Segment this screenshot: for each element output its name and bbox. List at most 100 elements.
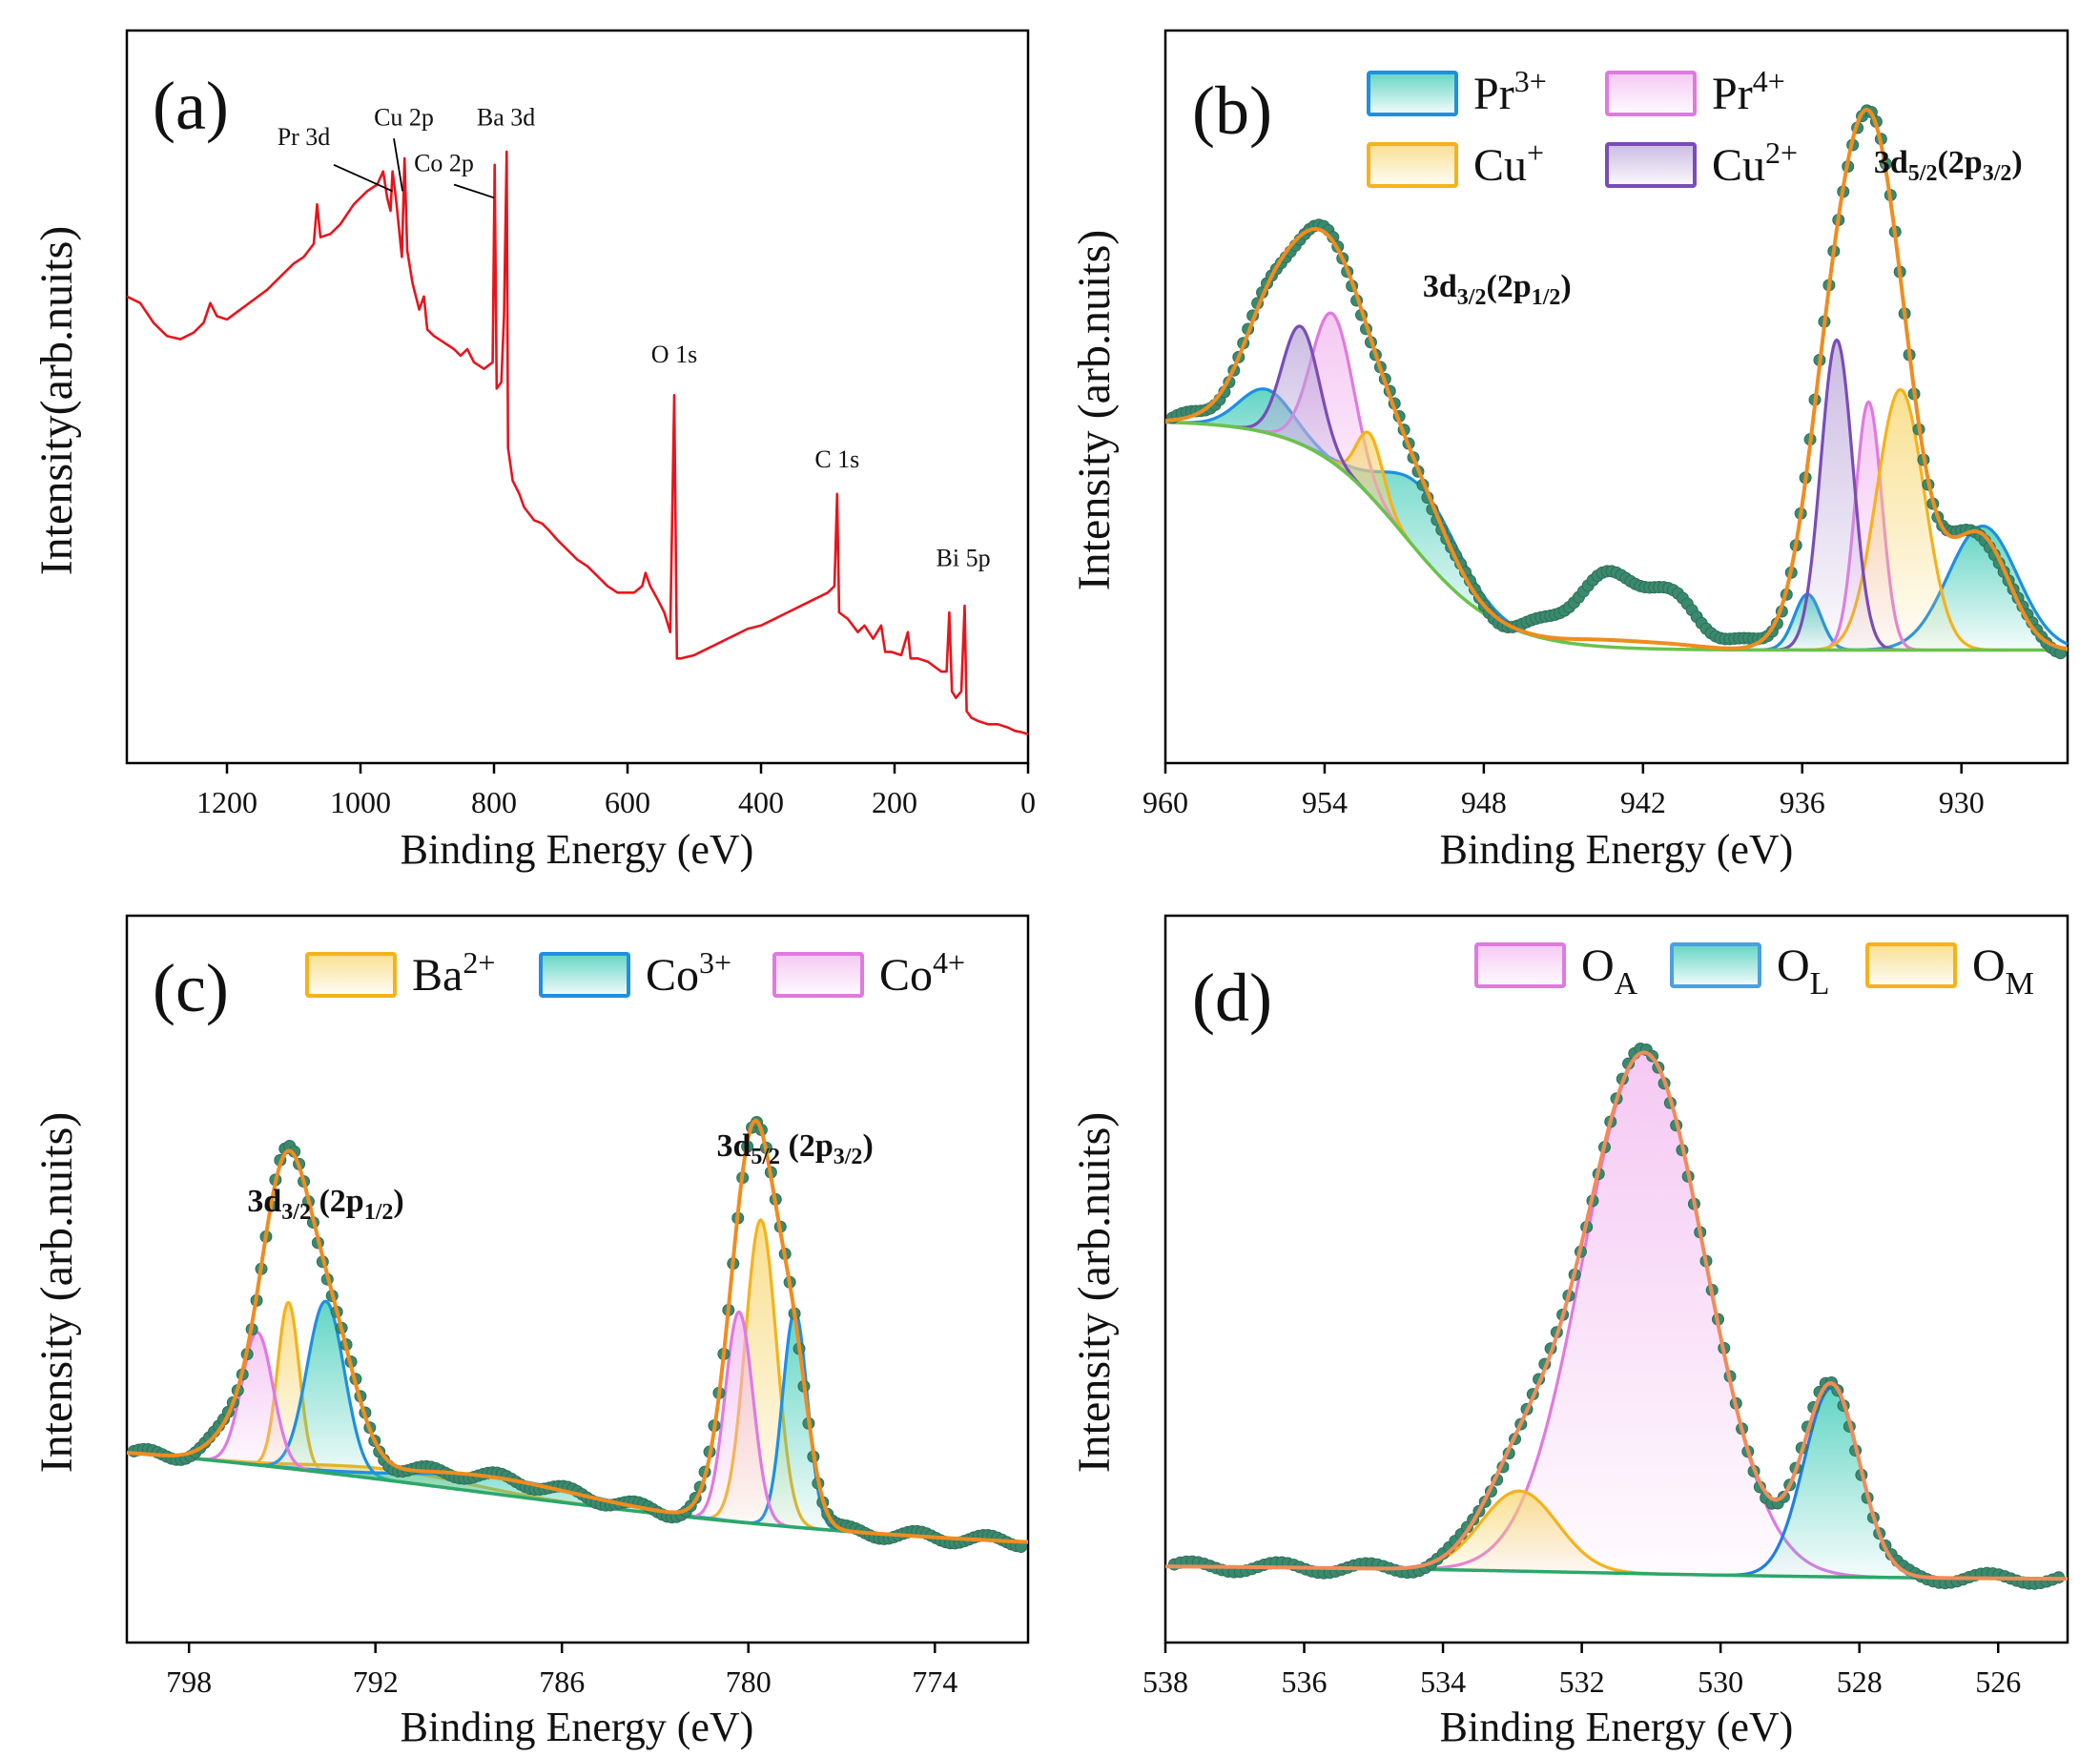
legend-superscript: 4+: [933, 945, 965, 980]
survey-spectrum-line: [126, 150, 1029, 735]
component-pr3+-area: [1255, 430, 1591, 646]
component-co3+-area: [241, 1301, 410, 1483]
legend-entry: Co4+: [879, 945, 965, 1001]
legend-entry: OL: [1777, 941, 1829, 1002]
panel-b-xtick-label: 948: [1461, 785, 1507, 819]
orbital-label-part: 5/2: [751, 1145, 780, 1169]
legend-subscript: L: [1810, 966, 1830, 1002]
orbital-label-part: 1/2: [1532, 285, 1561, 310]
orbital-label-part: 3d: [1423, 269, 1457, 304]
legend-label: Pr: [1473, 69, 1514, 119]
panel-c-label: (c): [153, 950, 229, 1026]
legend-subscript: A: [1615, 966, 1638, 1002]
legend-swatch: [305, 952, 397, 998]
panel-c-xtick-label: 774: [912, 1664, 957, 1699]
legend-label: O: [1972, 941, 2006, 991]
legend-label: Cu: [1712, 140, 1765, 191]
panel-d-xtick-label: 536: [1282, 1664, 1328, 1699]
legend-swatch: [772, 952, 864, 998]
panel-c-xtick-label: 792: [353, 1664, 399, 1699]
orbital-label-part: ): [2011, 145, 2022, 180]
component-ol-area: [1706, 1388, 1957, 1579]
orbital-label-part: 3d: [1874, 145, 1908, 180]
legend-subscript: M: [2006, 966, 2034, 1002]
legend-swatch: [1670, 942, 1761, 988]
orbital-label-part: (2p: [780, 1128, 834, 1164]
panel-d-label: (d): [1192, 960, 1272, 1036]
component-co4+-area: [187, 1332, 328, 1474]
panel-c-xtick-label: 780: [726, 1664, 772, 1699]
background-line: [1164, 420, 2068, 652]
component-co3+-area: [738, 1311, 852, 1532]
orbital-label-part: 3/2: [1983, 161, 2012, 186]
component-pr3+-area: [1165, 388, 1386, 514]
legend-swatch: [1605, 71, 1697, 116]
co2p-leader-line: [453, 183, 495, 199]
panel-d-xtick-label: 528: [1837, 1664, 1883, 1699]
orbital-label-part: 5/2: [1908, 161, 1938, 186]
orbital-label: 3d3/2 (2p1/2): [247, 1184, 403, 1225]
panel-b-xtick-label: 936: [1780, 785, 1825, 819]
panel-c-frame: [125, 914, 1030, 1644]
panel-b-xtick-label: 954: [1302, 785, 1348, 819]
panel-a-ylabel: Intensity(arb.nuits): [31, 226, 82, 576]
peak-label: Pr 3d: [278, 123, 331, 151]
legend-superscript: 2+: [1765, 135, 1798, 170]
panel-a-label: (a): [153, 68, 229, 144]
panel-a-xtick-label: 400: [738, 785, 784, 819]
panel-a-xtick-label: 600: [605, 785, 650, 819]
component-cu2+-area: [1217, 325, 1385, 512]
panel-b-label: (b): [1192, 72, 1272, 149]
component-cu2+-line: [1764, 338, 1909, 652]
fit-envelope-line: [1164, 1050, 2069, 1581]
panel-b-ylabel: Intensity (arb.nuits): [1069, 230, 1120, 591]
orbital-label: 3d5/2 (2p3/2): [716, 1128, 873, 1169]
pr3d-leader-line: [333, 163, 393, 193]
panel-d-legend: OA OL OM: [1474, 941, 2034, 1002]
legend-label: Co: [879, 950, 933, 1001]
legend-superscript: 2+: [463, 945, 495, 980]
orbital-label-part: 3/2: [1457, 285, 1487, 310]
legend-label: Pr: [1712, 69, 1753, 119]
legend-label: Co: [646, 950, 699, 1001]
orbital-label-part: ): [393, 1184, 403, 1219]
panel-c-ba3d-co2p-chart: (c) Binding Energy (eV) Intensity (arb.n…: [31, 914, 1030, 1750]
panel-c-xtick-label: 798: [166, 1664, 212, 1699]
panel-c-ylabel: Intensity (arb.nuits): [31, 1112, 82, 1474]
component-ba2+-area: [239, 1302, 338, 1475]
panel-d-frame: [1163, 914, 2069, 1644]
legend-entry: Co3+: [646, 945, 731, 1001]
component-cu+-area: [1793, 389, 2008, 651]
peak-label: Bi 5p: [937, 545, 991, 572]
orbital-label: 3d5/2(2p3/2): [1874, 145, 2023, 186]
panel-d-ylabel: Intensity (arb.nuits): [1069, 1112, 1120, 1474]
panel-a-xlabel: Binding Energy (eV): [401, 826, 754, 873]
panel-d-xlabel: Binding Energy (eV): [1440, 1704, 1794, 1750]
orbital-label-part: ): [1560, 269, 1571, 304]
component-co4+-area: [675, 1312, 802, 1528]
legend-entry: Pr3+: [1473, 64, 1547, 119]
orbital-label-part: 3d: [716, 1128, 751, 1164]
panel-c-xlabel: Binding Energy (eV): [401, 1704, 754, 1750]
panel-d-xtick-label: 538: [1143, 1664, 1188, 1699]
legend-entry: OM: [1972, 941, 2034, 1002]
legend-entry: Pr4+: [1712, 64, 1785, 119]
legend-entry: OA: [1581, 941, 1638, 1002]
panel-d-o1s-chart: (d) Binding Energy (eV) Intensity (arb.n…: [1069, 914, 2069, 1750]
orbital-label-part: ): [862, 1128, 873, 1164]
legend-swatch: [1367, 71, 1458, 116]
component-pr4+-area: [1808, 402, 1928, 651]
panel-a-xtick-label: 200: [872, 785, 917, 819]
legend-label: O: [1581, 941, 1615, 991]
panel-a-frame: [125, 29, 1030, 765]
cu2p-leader-line: [393, 138, 403, 192]
fit-envelope-line: [1164, 107, 2069, 651]
component-cu2+-area: [1764, 340, 1909, 651]
legend-swatch: [1605, 142, 1697, 188]
legend-swatch: [539, 952, 630, 998]
panel-b-frame: [1163, 29, 2069, 765]
peak-label: C 1s: [814, 445, 859, 473]
component-ba2+-area: [690, 1219, 832, 1531]
panel-d-xtick-label: 534: [1420, 1664, 1466, 1699]
